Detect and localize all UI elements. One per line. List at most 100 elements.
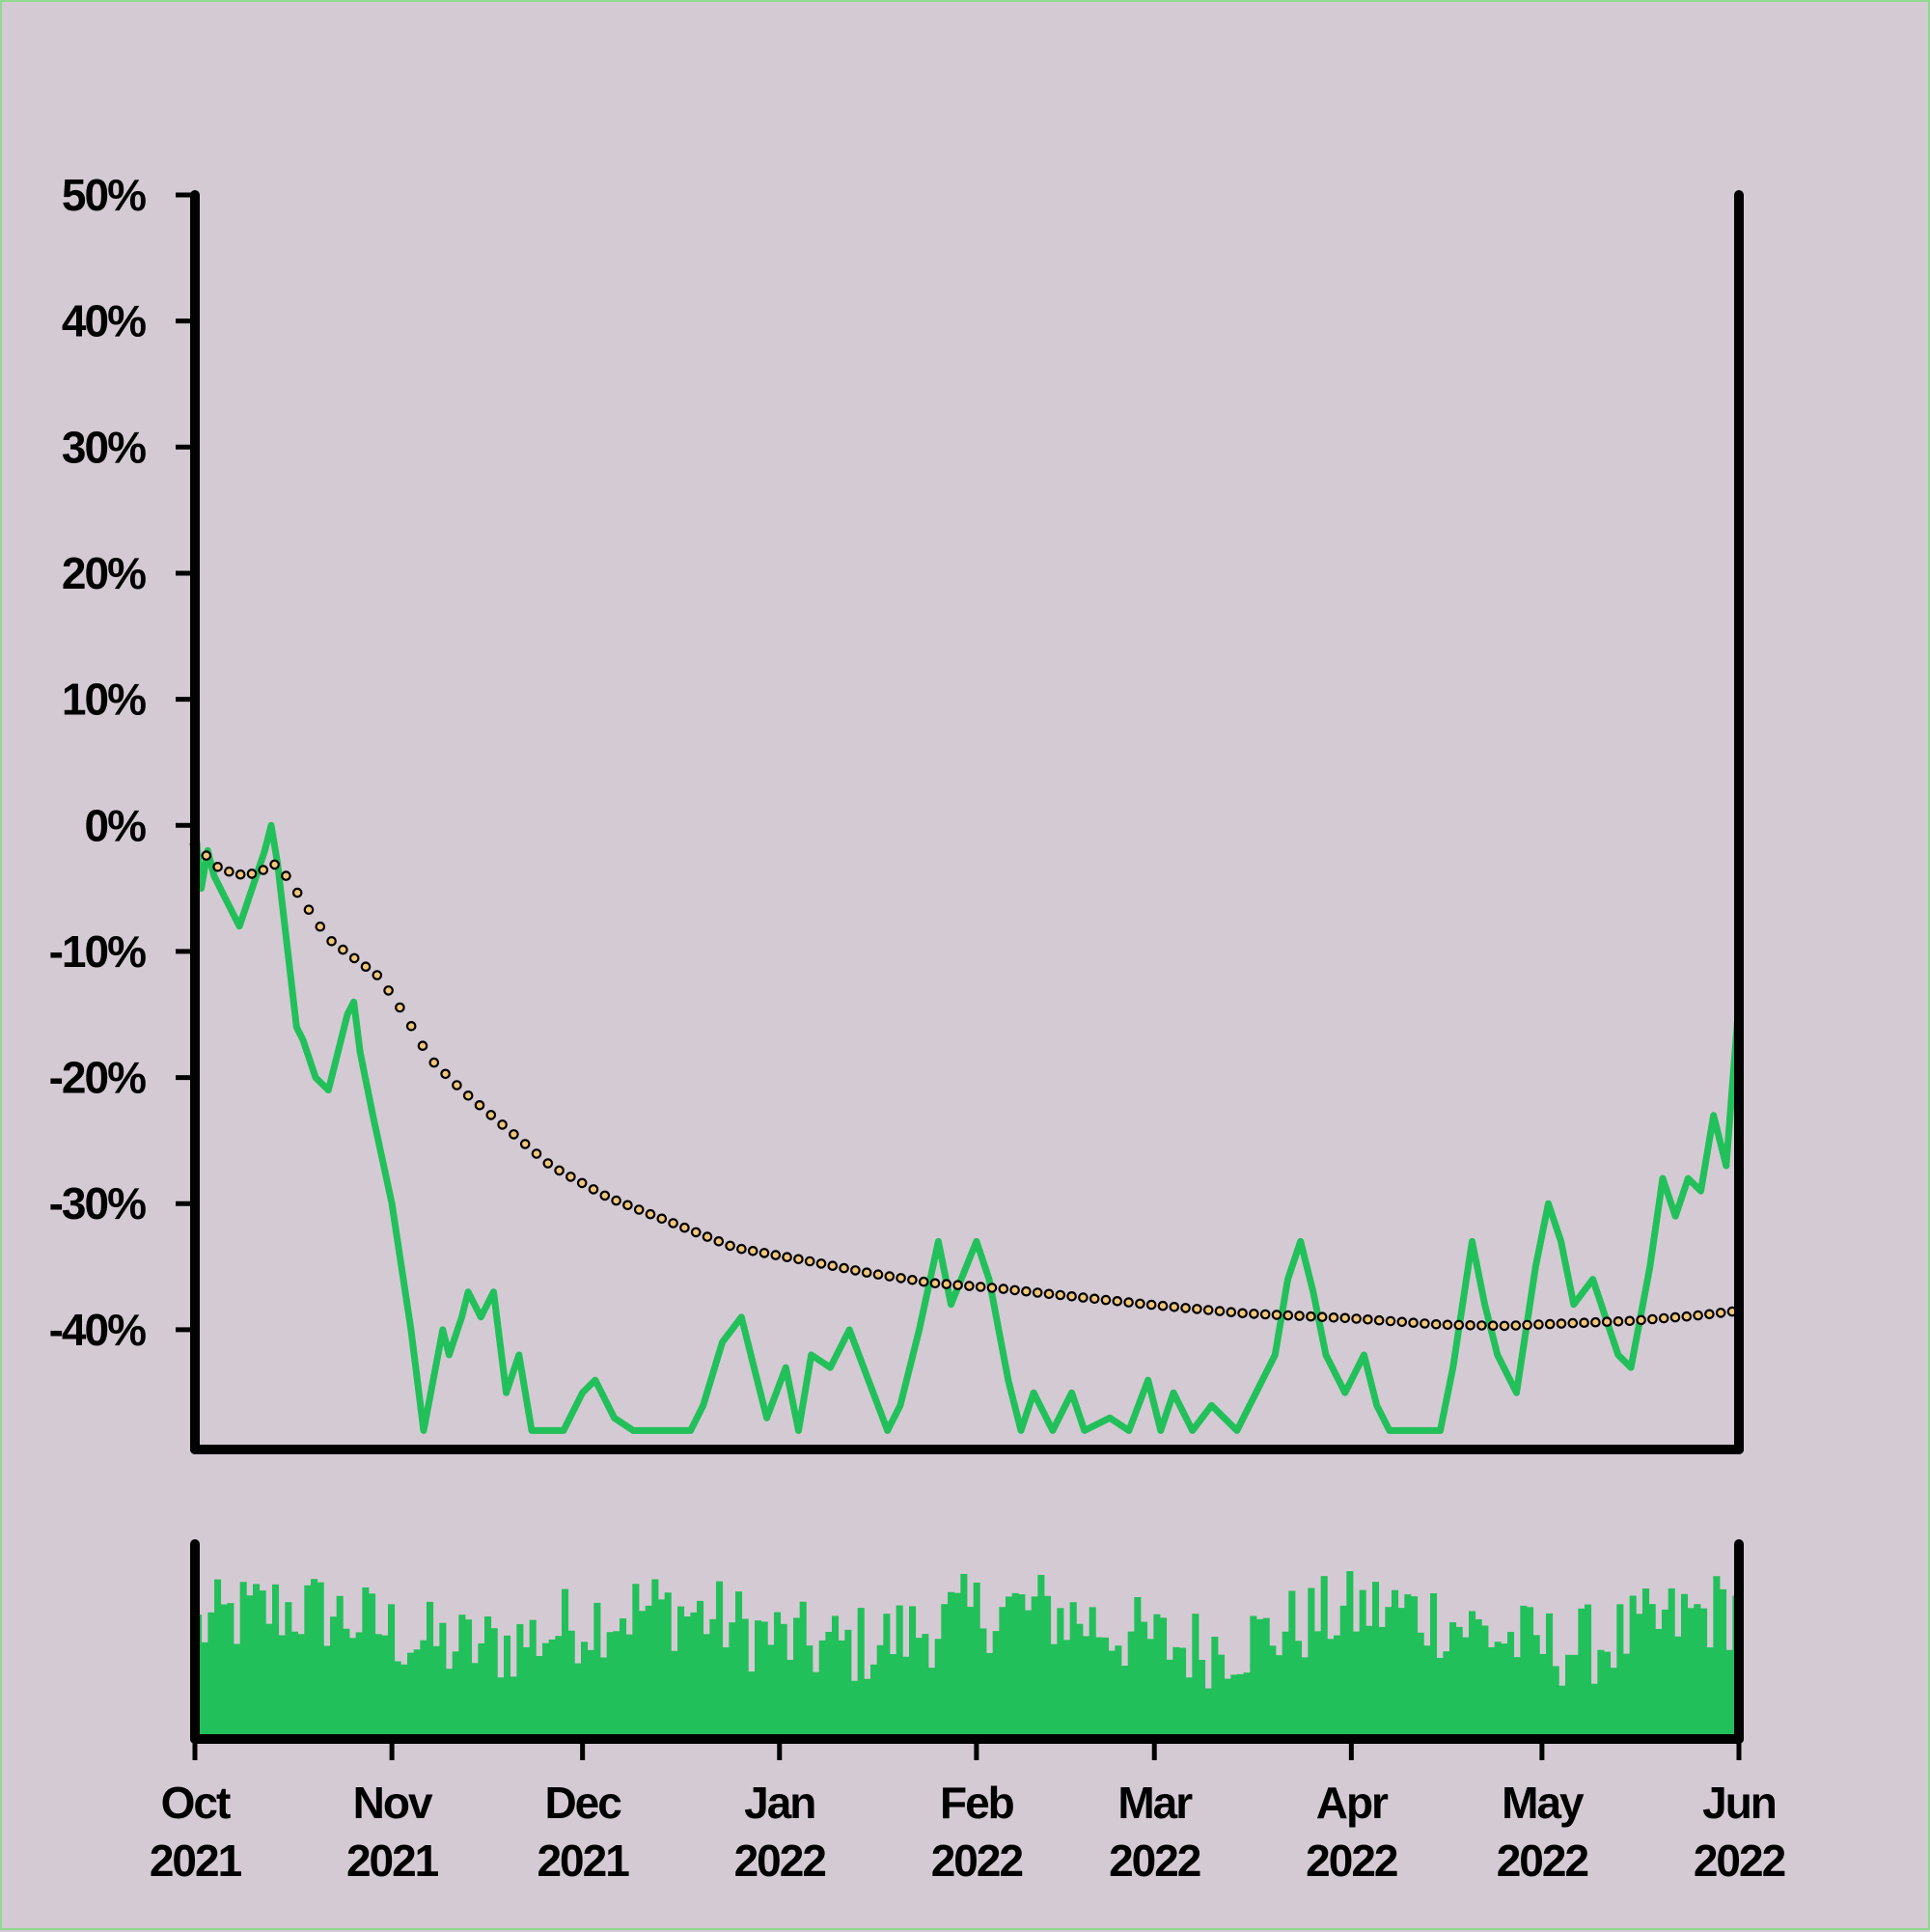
trend-marker — [725, 1240, 735, 1252]
volume-bar — [1199, 1660, 1206, 1735]
volume-bar — [1378, 1626, 1386, 1735]
volume-bar — [1044, 1595, 1052, 1735]
x-tick-year: 2021 — [537, 1835, 629, 1886]
x-tick-year: 2022 — [1109, 1835, 1200, 1886]
volume-bar — [362, 1587, 370, 1735]
volume-bar — [716, 1581, 724, 1735]
volume-bar — [1243, 1672, 1251, 1735]
trend-marker — [1306, 1311, 1316, 1322]
trend-marker — [758, 1248, 770, 1258]
volume-bar — [1282, 1631, 1289, 1735]
trend-marker — [1237, 1308, 1248, 1319]
volume-bar — [446, 1669, 454, 1735]
trend-marker — [1032, 1287, 1043, 1298]
volume-bar — [851, 1680, 859, 1735]
volume-bar — [973, 1582, 980, 1735]
x-tick-month: Feb — [940, 1778, 1014, 1828]
trend-marker — [929, 1278, 941, 1289]
trend-marker — [201, 850, 212, 861]
volume-bar — [1134, 1596, 1142, 1735]
volume-bar — [813, 1671, 820, 1735]
trend-marker — [1420, 1318, 1430, 1329]
volume-bar — [1674, 1636, 1682, 1735]
trend-marker — [315, 921, 326, 932]
volume-bar — [639, 1611, 647, 1735]
y-tick-label: 50% — [62, 170, 146, 220]
volume-bar — [1031, 1596, 1038, 1735]
volume-bar — [620, 1618, 627, 1735]
volume-bar — [902, 1656, 910, 1735]
volume-bar — [349, 1638, 357, 1735]
volume-bar — [1204, 1688, 1212, 1735]
trend-marker — [1476, 1320, 1487, 1331]
volume-bar — [671, 1650, 678, 1735]
trend-marker — [542, 1158, 554, 1169]
trend-marker — [1316, 1311, 1328, 1322]
volume-bar — [523, 1646, 531, 1735]
x-tick-year: 2021 — [346, 1835, 439, 1886]
trend-marker — [1271, 1310, 1282, 1320]
volume-bar — [1590, 1683, 1598, 1735]
trend-marker — [1681, 1311, 1693, 1322]
y-tick-label: 30% — [62, 422, 146, 472]
trend-marker — [986, 1283, 998, 1293]
volume-bar — [1308, 1587, 1315, 1735]
trend-marker — [793, 1254, 804, 1265]
volume-bar — [536, 1655, 543, 1735]
trend-marker — [611, 1195, 621, 1206]
trend-marker — [1192, 1304, 1202, 1314]
y-tick-label: 20% — [62, 548, 146, 598]
volume-bar — [1218, 1654, 1226, 1735]
volume-bar — [1301, 1657, 1309, 1735]
volume-bar — [1481, 1625, 1489, 1735]
trend-marker — [1396, 1316, 1408, 1328]
volume-bar — [645, 1605, 652, 1735]
volume-bar — [748, 1671, 756, 1735]
volume-bar — [1436, 1657, 1444, 1735]
trend-marker — [1009, 1284, 1020, 1296]
trend-marker — [462, 1090, 474, 1101]
volume-bar — [330, 1616, 338, 1735]
volume-bar — [729, 1622, 736, 1735]
volume-bar — [1153, 1614, 1161, 1735]
volume-bar — [928, 1668, 936, 1735]
volume-bar — [1083, 1636, 1090, 1735]
volume-bar — [304, 1585, 312, 1735]
volume-bar — [1706, 1647, 1714, 1735]
volume-bar — [709, 1618, 717, 1735]
trend-marker — [234, 869, 246, 880]
volume-bar — [207, 1612, 215, 1735]
volume-bar — [703, 1634, 710, 1735]
price-series-line — [191, 821, 1743, 1434]
volume-bar — [452, 1651, 459, 1735]
y-tick-label: -20% — [49, 1053, 146, 1103]
volume-bar — [1629, 1595, 1637, 1735]
trend-marker — [884, 1271, 896, 1282]
trend-series-markers — [189, 839, 1738, 1332]
volume-bar — [1025, 1610, 1033, 1735]
volume-bar — [1102, 1637, 1110, 1735]
trend-marker — [1282, 1310, 1294, 1321]
volume-bar — [1411, 1596, 1419, 1735]
volume-bar — [1610, 1668, 1617, 1735]
trend-marker — [497, 1119, 508, 1130]
trend-marker — [599, 1190, 611, 1201]
volume-bar — [259, 1590, 266, 1735]
volume-bar — [1597, 1649, 1605, 1735]
trend-marker — [861, 1267, 872, 1278]
trend-marker — [1499, 1320, 1510, 1332]
volume-bar — [1320, 1576, 1328, 1735]
trend-marker — [679, 1222, 690, 1233]
volume-bar — [1546, 1613, 1554, 1735]
trend-marker — [1658, 1312, 1669, 1324]
volume-bar — [1327, 1639, 1335, 1735]
volume-bar — [311, 1579, 318, 1735]
volume-bar — [1334, 1635, 1341, 1735]
trend-marker — [1579, 1317, 1589, 1328]
y-tick-label: -10% — [49, 926, 146, 977]
trend-marker — [417, 1040, 428, 1051]
volume-bar — [285, 1602, 292, 1735]
volume-bar — [1276, 1655, 1283, 1735]
trend-marker — [713, 1236, 725, 1247]
x-tick-year: 2022 — [931, 1835, 1023, 1886]
